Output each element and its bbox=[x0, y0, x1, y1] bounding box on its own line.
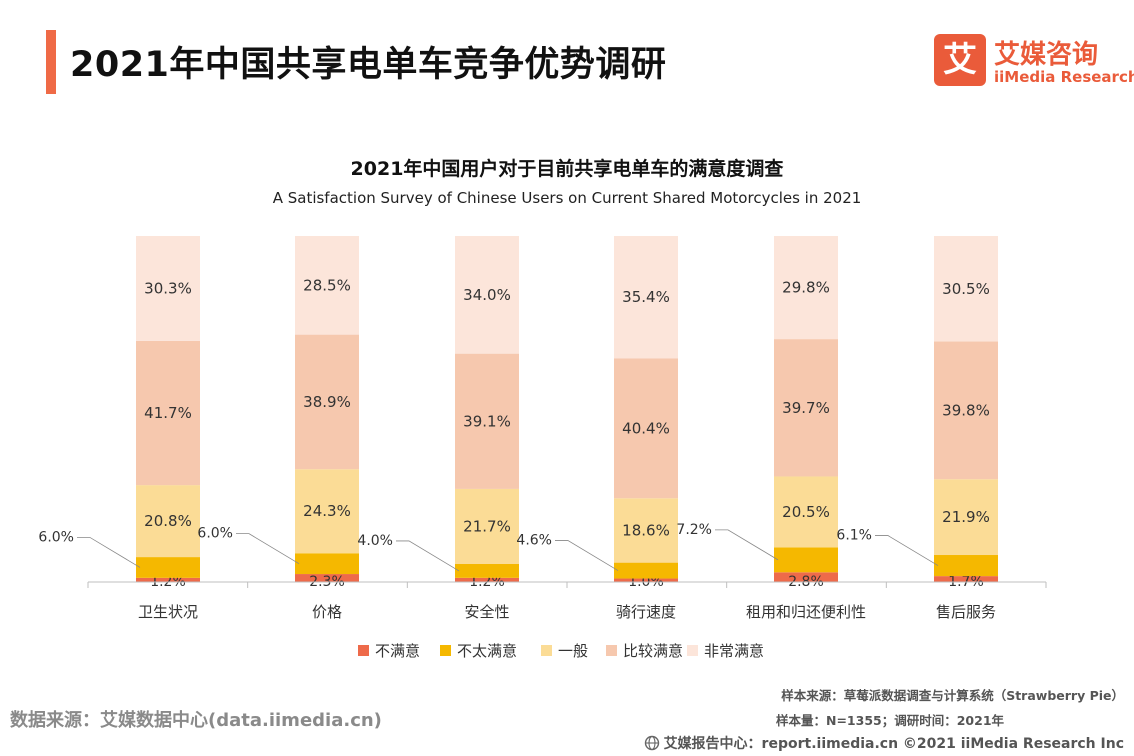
sample-source: 样本来源：草莓派数据调查与计算系统（Strawberry Pie） bbox=[781, 688, 1124, 703]
data-label: 6.0% bbox=[38, 529, 74, 545]
bar-segment bbox=[455, 353, 519, 489]
page-title: 2021年中国共享电单车竞争优势调研 bbox=[70, 45, 667, 85]
data-label: 30.3% bbox=[144, 279, 192, 297]
data-label: 20.8% bbox=[144, 512, 192, 530]
bar-segment bbox=[455, 577, 519, 582]
x-tick-label: 卫生状况 bbox=[138, 603, 198, 621]
data-label: 39.8% bbox=[942, 401, 990, 419]
logo-mark: 艾 bbox=[934, 34, 986, 86]
report-center: 艾媒报告中心：report.iimedia.cn ©2021 iiMedia R… bbox=[644, 733, 1124, 753]
data-label: 39.7% bbox=[782, 399, 830, 417]
data-label: 29.8% bbox=[782, 279, 830, 297]
data-label: 20.5% bbox=[782, 503, 830, 521]
data-label: 30.5% bbox=[942, 280, 990, 298]
bar-segment bbox=[614, 358, 678, 499]
bar-segment bbox=[934, 555, 998, 577]
logo-mark-text: 艾 bbox=[943, 40, 977, 80]
legend-label: 非常满意 bbox=[704, 642, 764, 660]
bar-segment bbox=[774, 547, 838, 573]
bar-segment bbox=[136, 557, 200, 578]
bar-segment bbox=[934, 341, 998, 480]
data-label: 41.7% bbox=[144, 404, 192, 422]
x-tick-label: 售后服务 bbox=[936, 603, 996, 621]
leader-line bbox=[396, 540, 460, 572]
legend-swatch bbox=[687, 645, 698, 656]
bar-segment bbox=[136, 485, 200, 558]
bar-segment bbox=[136, 236, 200, 341]
leader-line bbox=[236, 533, 300, 565]
leader-line bbox=[715, 529, 779, 561]
bar-segment bbox=[136, 340, 200, 486]
bar-segment bbox=[295, 236, 359, 335]
data-label: 24.3% bbox=[303, 502, 351, 520]
copyright-text: 艾媒报告中心：report.iimedia.cn ©2021 iiMedia R… bbox=[663, 736, 1124, 752]
x-tick-label: 租用和归还便利性 bbox=[746, 603, 866, 621]
bar-segment bbox=[934, 479, 998, 556]
legend-swatch bbox=[358, 645, 369, 656]
bar-segment bbox=[295, 469, 359, 554]
bar-segment bbox=[455, 488, 519, 565]
legend-label: 比较满意 bbox=[623, 642, 683, 660]
data-label: 40.4% bbox=[622, 419, 670, 437]
data-label: 21.7% bbox=[463, 517, 511, 535]
bar-segment bbox=[614, 562, 678, 579]
x-tick-label: 安全性 bbox=[464, 603, 509, 621]
x-tick-label: 价格 bbox=[312, 603, 342, 621]
bar-segment bbox=[774, 236, 838, 340]
data-label: 38.9% bbox=[303, 393, 351, 411]
legend-label: 不满意 bbox=[375, 642, 420, 660]
bar-segment bbox=[614, 498, 678, 563]
data-label: 39.1% bbox=[463, 412, 511, 430]
bar-segment bbox=[295, 334, 359, 470]
bar-segment bbox=[774, 476, 838, 548]
data-label: 35.4% bbox=[622, 288, 670, 306]
data-label: 7.2% bbox=[676, 522, 712, 538]
x-tick-label: 骑行速度 bbox=[616, 603, 676, 621]
data-source: 数据来源：艾媒数据中心(data.iimedia.cn) bbox=[10, 710, 382, 731]
title-accent-bar bbox=[46, 30, 56, 94]
bar-segment bbox=[455, 564, 519, 578]
data-label: 18.6% bbox=[622, 521, 670, 539]
bar-segment bbox=[295, 574, 359, 582]
data-label: 34.0% bbox=[463, 286, 511, 304]
leader-line bbox=[875, 535, 939, 566]
bar-segment bbox=[934, 236, 998, 342]
leader-line bbox=[77, 537, 141, 568]
legend-swatch bbox=[541, 645, 552, 656]
bar-segment bbox=[614, 236, 678, 359]
bar-segment bbox=[295, 553, 359, 575]
bar-segment bbox=[774, 572, 838, 582]
legend-label: 一般 bbox=[558, 642, 588, 660]
legend-swatch bbox=[606, 645, 617, 656]
legend-label: 不太满意 bbox=[457, 642, 517, 660]
data-label: 4.6% bbox=[516, 533, 552, 549]
chart-title: 2021年中国用户对于目前共享电单车的满意度调查 bbox=[350, 158, 784, 180]
iimedia-logo: 艾 艾媒咨询 iiMedia Research bbox=[934, 34, 1134, 88]
leader-line bbox=[555, 540, 619, 571]
data-label: 4.0% bbox=[357, 533, 393, 549]
bar-segment bbox=[934, 576, 998, 582]
data-label: 6.1% bbox=[836, 528, 872, 544]
bar-segment bbox=[136, 577, 200, 582]
chart-subtitle: A Satisfaction Survey of Chinese Users o… bbox=[272, 189, 862, 207]
legend-swatch bbox=[440, 645, 451, 656]
data-label: 21.9% bbox=[942, 508, 990, 526]
sample-size: 样本量：N=1355；调研时间：2021年 bbox=[776, 713, 1005, 728]
data-label: 6.0% bbox=[197, 526, 233, 542]
logo-text-cn: 艾媒咨询 bbox=[994, 40, 1099, 70]
globe-icon bbox=[644, 735, 659, 751]
bar-segment bbox=[614, 578, 678, 582]
bar-segment bbox=[774, 339, 838, 477]
logo-text-en: iiMedia Research bbox=[994, 68, 1134, 86]
data-label: 28.5% bbox=[303, 276, 351, 294]
bar-segment bbox=[455, 236, 519, 354]
